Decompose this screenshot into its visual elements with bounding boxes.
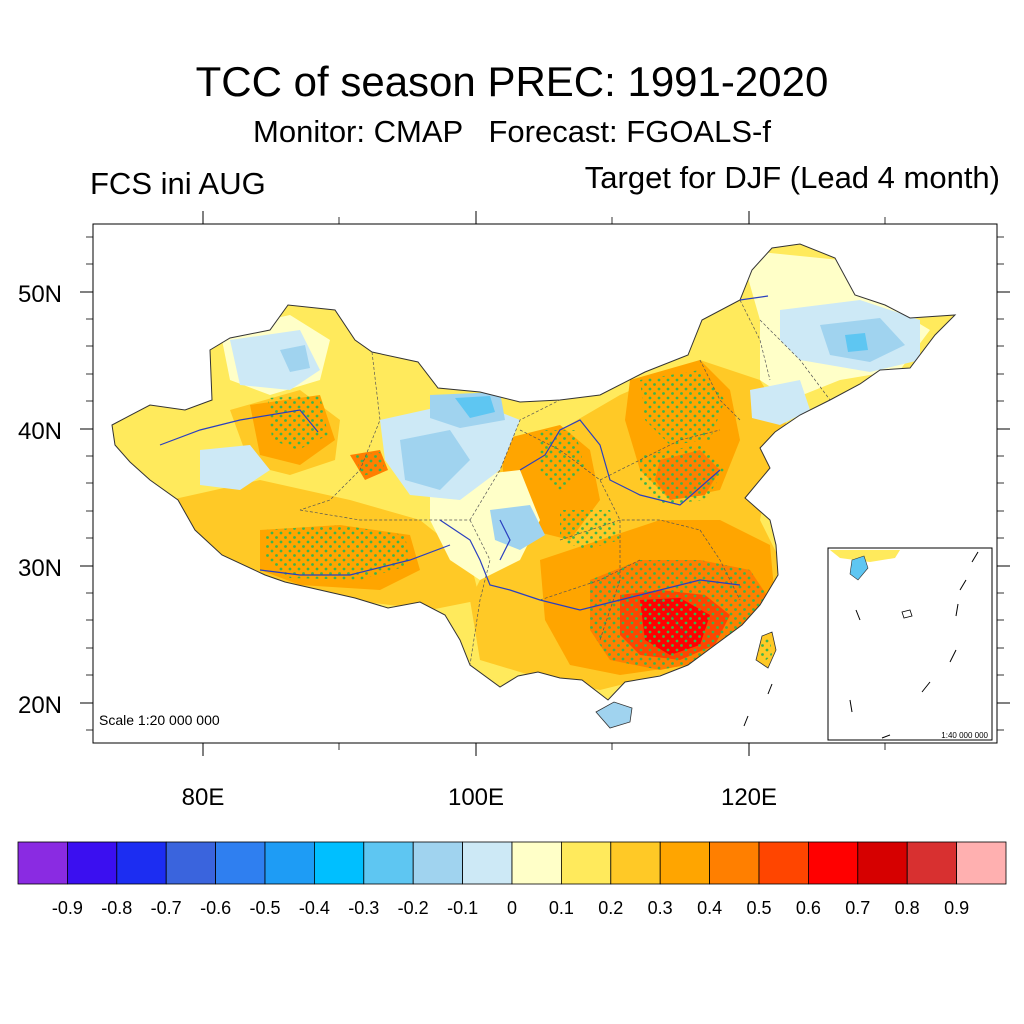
scale-label: Scale 1:20 000 000 xyxy=(99,712,220,728)
taiwan-stipple xyxy=(758,638,772,662)
colorbar-label-7: -0.2 xyxy=(398,898,429,918)
colorbar-label-17: 0.8 xyxy=(895,898,920,918)
colorbar-box-18 xyxy=(906,841,958,885)
colorbar-label-15: 0.6 xyxy=(796,898,821,918)
colorbar-label-12: 0.3 xyxy=(648,898,673,918)
colorbar: -0.9 -0.8 -0.7 -0.6 -0.5 -0.4 -0.3 -0.2 -0.1 0 0.1… xyxy=(17,841,1007,918)
colorbar-label-16: 0.7 xyxy=(845,898,870,918)
colorbar-label-0: -0.9 xyxy=(52,898,83,918)
lon-label-100e: 100E xyxy=(448,784,504,811)
lat-label-30n: 30N xyxy=(18,555,62,582)
colorbar-label-14: 0.5 xyxy=(746,898,771,918)
target-label: Target for DJF (Lead 4 month) xyxy=(584,160,1000,195)
colorbar-label-9: 0 xyxy=(507,898,517,918)
main-nine-dash-segments xyxy=(743,683,773,727)
colorbar-label-10: 0.1 xyxy=(549,898,574,918)
colorbar-box-5 xyxy=(264,841,315,885)
colorbar-box-17 xyxy=(857,841,908,885)
chart-title: TCC of season PREC: 1991-2020 xyxy=(195,58,829,105)
colorbar-box-1 xyxy=(67,841,118,885)
colorbar-box-7 xyxy=(363,841,414,885)
colorbar-label-1: -0.8 xyxy=(101,898,132,918)
colorbar-box-6 xyxy=(313,841,365,885)
inset-scale-label: 1:40 000 000 xyxy=(941,731,988,740)
chart-subtitle: Monitor: CMAP Forecast: FGOALS-f xyxy=(253,114,771,149)
colorbar-box-14 xyxy=(709,841,760,885)
south-china-sea-inset xyxy=(827,547,993,741)
colorbar-box-3 xyxy=(165,841,216,885)
colorbar-label-8: -0.1 xyxy=(447,898,478,918)
colorbar-label-4: -0.5 xyxy=(249,898,280,918)
colorbar-box-4 xyxy=(215,841,266,885)
colorbar-label-18: 0.9 xyxy=(944,898,969,918)
colorbar-label-13: 0.4 xyxy=(697,898,722,918)
hainan-island xyxy=(595,701,633,729)
province-boundaries xyxy=(299,299,831,666)
colorbar-box-11 xyxy=(561,841,612,885)
colorbar-label-6: -0.3 xyxy=(348,898,379,918)
colorbar-box-16 xyxy=(808,841,859,885)
colorbar-box-15 xyxy=(758,841,809,885)
colorbar-box-10 xyxy=(511,841,562,885)
init-label: FCS ini AUG xyxy=(90,166,266,201)
axis-ticks xyxy=(80,211,1010,756)
nine-dash-line xyxy=(849,551,979,739)
lat-label-40n: 40N xyxy=(18,418,62,445)
lon-label-120e: 120E xyxy=(721,784,777,811)
inset-hainan xyxy=(849,555,869,581)
colorbar-box-12 xyxy=(610,841,661,885)
colorbar-label-5: -0.4 xyxy=(299,898,330,918)
lon-label-80e: 80E xyxy=(182,784,225,811)
colorbar-label-2: -0.7 xyxy=(151,898,182,918)
colorbar-box-2 xyxy=(116,841,167,885)
colorbar-box-9 xyxy=(462,841,513,885)
minor-ticks xyxy=(86,217,1004,750)
colorbar-box-0 xyxy=(17,841,68,885)
colorbar-box-13 xyxy=(659,841,711,885)
inset-island xyxy=(901,609,913,619)
colorbar-label-11: 0.2 xyxy=(598,898,623,918)
lat-label-20n: 20N xyxy=(18,692,62,719)
colorbar-box-19 xyxy=(956,841,1007,885)
colorbar-label-3: -0.6 xyxy=(200,898,231,918)
china-border xyxy=(111,243,957,701)
lat-label-50n: 50N xyxy=(18,281,62,308)
inset-coast xyxy=(830,550,900,562)
rivers xyxy=(159,295,769,611)
colorbar-box-8 xyxy=(412,841,464,885)
